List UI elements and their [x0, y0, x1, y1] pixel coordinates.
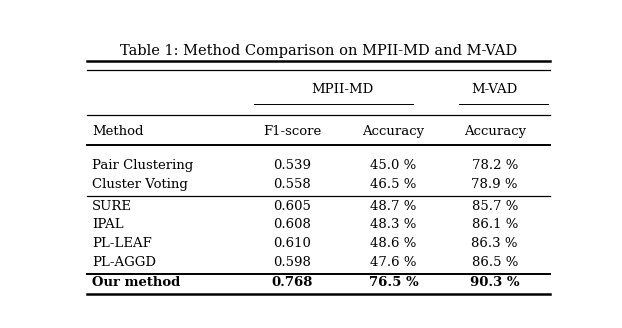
- Text: M-VAD: M-VAD: [471, 83, 518, 96]
- Text: 78.2 %: 78.2 %: [471, 159, 518, 172]
- Text: Accuracy: Accuracy: [363, 125, 425, 138]
- Text: 0.610: 0.610: [273, 237, 311, 251]
- Text: Method: Method: [92, 125, 144, 138]
- Text: F1-score: F1-score: [263, 125, 322, 138]
- Text: Our method: Our method: [92, 276, 180, 289]
- Text: 48.6 %: 48.6 %: [370, 237, 417, 251]
- Text: Accuracy: Accuracy: [463, 125, 526, 138]
- Text: 86.5 %: 86.5 %: [471, 256, 518, 269]
- Text: PL-AGGD: PL-AGGD: [92, 256, 156, 269]
- Text: 76.5 %: 76.5 %: [369, 276, 419, 289]
- Text: 48.3 %: 48.3 %: [370, 218, 417, 232]
- Text: 0.605: 0.605: [273, 199, 311, 213]
- Text: Pair Clustering: Pair Clustering: [92, 159, 193, 172]
- Text: 48.7 %: 48.7 %: [370, 199, 417, 213]
- Text: 47.6 %: 47.6 %: [370, 256, 417, 269]
- Text: 0.768: 0.768: [272, 276, 313, 289]
- Text: 0.558: 0.558: [274, 178, 311, 191]
- Text: 86.3 %: 86.3 %: [471, 237, 518, 251]
- Text: 86.1 %: 86.1 %: [471, 218, 518, 232]
- Text: 78.9 %: 78.9 %: [471, 178, 518, 191]
- Text: 46.5 %: 46.5 %: [370, 178, 417, 191]
- Text: Cluster Voting: Cluster Voting: [92, 178, 188, 191]
- Text: 90.3 %: 90.3 %: [470, 276, 519, 289]
- Text: IPAL: IPAL: [92, 218, 124, 232]
- Text: 0.598: 0.598: [273, 256, 311, 269]
- Text: 45.0 %: 45.0 %: [370, 159, 417, 172]
- Text: 0.608: 0.608: [273, 218, 311, 232]
- Text: SURE: SURE: [92, 199, 132, 213]
- Text: PL-LEAF: PL-LEAF: [92, 237, 152, 251]
- Text: 85.7 %: 85.7 %: [471, 199, 518, 213]
- Text: 0.539: 0.539: [273, 159, 311, 172]
- Text: MPII-MD: MPII-MD: [312, 83, 374, 96]
- Text: Table 1: Method Comparison on MPII-MD and M-VAD: Table 1: Method Comparison on MPII-MD an…: [120, 44, 518, 58]
